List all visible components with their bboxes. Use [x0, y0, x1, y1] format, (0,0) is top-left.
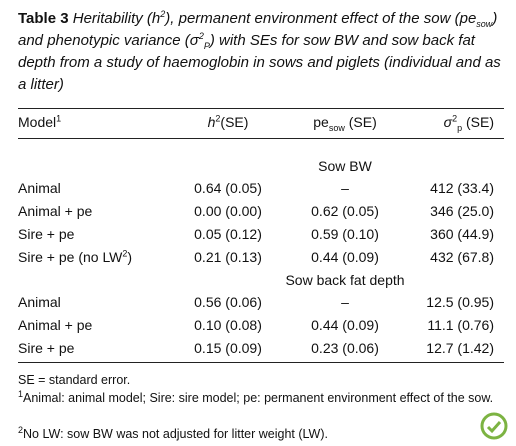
text-segment: h: [207, 114, 216, 130]
table-cell: 0.15 (0.09): [194, 340, 262, 356]
table-cell: –: [341, 294, 349, 310]
column-header: Model1: [18, 114, 61, 130]
table-cell: Animal: [18, 294, 61, 310]
text-segment: p: [457, 122, 463, 133]
table-cell: 0.21 (0.13): [194, 249, 262, 265]
table-cell: Sire + pe: [18, 226, 75, 242]
text-segment: σ: [443, 114, 453, 130]
rule: [18, 362, 504, 363]
text-segment: sow: [328, 122, 345, 133]
text-segment: 2: [122, 248, 128, 259]
table-cell: 0.23 (0.06): [311, 340, 379, 356]
table-cell: 11.1 (0.76): [427, 317, 494, 333]
section-title: Sow back fat depth: [285, 272, 405, 288]
table-cell: Sire + pe: [18, 340, 75, 356]
logo: [480, 412, 508, 440]
text-segment: (SE): [220, 114, 249, 130]
text-segment: 2: [452, 113, 458, 124]
footnote: 1Animal: animal model; Sire: sire model;…: [18, 389, 508, 407]
text-segment: 1: [56, 113, 62, 124]
rule: [18, 138, 504, 139]
table-cell: 0.44 (0.09): [311, 249, 379, 265]
column-header: pesow (SE): [313, 114, 377, 133]
caption-label: Table 3: [18, 10, 69, 27]
text-segment: 1: [18, 388, 24, 399]
text-segment: (SE): [344, 114, 377, 130]
caption-text: Heritability (h2), permanent environment…: [18, 9, 501, 94]
text-segment: No LW: sow BW was not adjusted for litte…: [23, 427, 328, 441]
text-segment: Animal: animal model; Sire: sire model; …: [23, 391, 494, 405]
table-cell: 0.59 (0.10): [311, 226, 379, 242]
rule: [18, 108, 504, 109]
text-segment: pe: [313, 114, 329, 130]
table-cell: 0.44 (0.09): [311, 317, 379, 333]
table-cell: –: [341, 180, 349, 196]
caption: Table 3 Heritability (h2), permanent env…: [18, 8, 506, 96]
text-segment: 2: [160, 9, 166, 19]
section-title: Sow BW: [318, 158, 372, 174]
table-cell: 0.05 (0.12): [194, 226, 262, 242]
text-segment: P: [203, 41, 210, 51]
text-segment: sow: [476, 19, 493, 29]
column-header: σ2p (SE): [443, 113, 494, 133]
table-cell: 346 (25.0): [430, 203, 494, 219]
table-cell: 432 (67.8): [430, 249, 494, 265]
table-cell: 12.7 (1.42): [426, 340, 494, 356]
table-cell: 0.56 (0.06): [194, 294, 262, 310]
table-cell: Sire + pe (no LW2): [18, 249, 132, 265]
text-segment: 2: [215, 113, 221, 124]
table-cell: 360 (44.9): [430, 226, 494, 242]
footnote: SE = standard error.: [18, 371, 508, 389]
table-cell: 0.10 (0.08): [194, 317, 262, 333]
table-cell: Animal + pe: [18, 317, 93, 333]
text-segment: SE = standard error.: [18, 373, 131, 387]
text-segment: Sire + pe (no LW: [18, 249, 123, 265]
text-segment: 2: [198, 31, 204, 41]
text-segment: Heritability (h: [72, 10, 161, 27]
table-cell: Animal: [18, 180, 61, 196]
table-cell: 412 (33.4): [430, 180, 494, 196]
table-cell: 12.5 (0.95): [426, 294, 494, 310]
text-segment: (SE): [462, 114, 494, 130]
column-header: h2(SE): [208, 114, 249, 130]
text-segment: ): [127, 249, 133, 265]
table-cell: 0.64 (0.05): [194, 180, 262, 196]
text-segment: 2: [18, 424, 24, 435]
footnote: 2No LW: sow BW was not adjusted for litt…: [18, 425, 508, 443]
table-cell: Animal + pe: [18, 203, 93, 219]
text-segment: Model: [18, 114, 57, 130]
table-cell: 0.00 (0.00): [194, 203, 262, 219]
table-cell: 0.62 (0.05): [311, 203, 379, 219]
text-segment: ), permanent environment effect of the s…: [165, 10, 477, 27]
text-segment: ) with SEs for sow BW and sow back fat d…: [18, 32, 501, 93]
text-segment: ) and phenotypic variance (σ: [18, 10, 498, 49]
